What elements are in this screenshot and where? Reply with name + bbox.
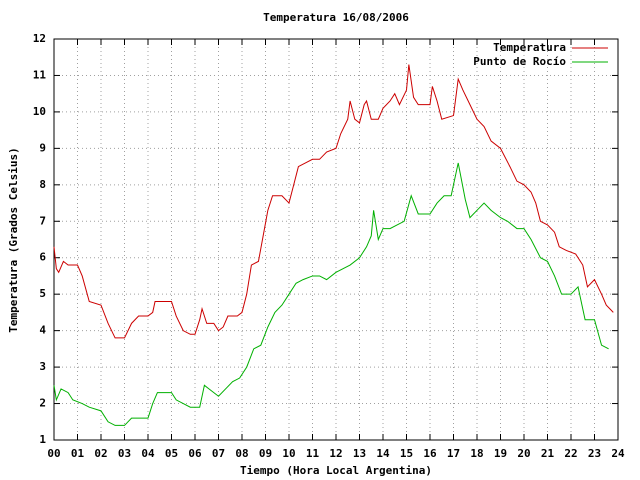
chart-title: Temperatura 16/08/2006 <box>263 11 409 24</box>
y-tick-label: 10 <box>33 105 46 118</box>
data-line <box>53 64 614 339</box>
x-tick-label: 03 <box>118 447 131 460</box>
x-tick-label: 09 <box>259 447 272 460</box>
y-tick-label: 5 <box>39 287 46 300</box>
x-tick-label: 24 <box>611 447 625 460</box>
x-tick-label: 21 <box>541 447 555 460</box>
y-tick-label: 6 <box>39 251 46 264</box>
y-tick-label: 11 <box>33 68 47 81</box>
plot-border <box>53 38 619 441</box>
x-tick-label: 05 <box>165 447 178 460</box>
x-tick-label: 06 <box>188 447 202 460</box>
x-tick-label: 02 <box>94 447 107 460</box>
legend-label: Punto de Rocío <box>473 55 566 68</box>
legend-label: Temperatura <box>493 41 566 54</box>
x-tick-label: 04 <box>141 447 155 460</box>
x-tick-label: 20 <box>517 447 530 460</box>
x-tick-label: 10 <box>282 447 295 460</box>
x-tick-label: 22 <box>564 447 577 460</box>
x-tick-label: 01 <box>71 447 85 460</box>
x-tick-label: 23 <box>588 447 601 460</box>
y-tick-label: 12 <box>33 32 46 45</box>
x-tick-label: 17 <box>447 447 460 460</box>
x-tick-label: 11 <box>306 447 320 460</box>
x-tick-label: 07 <box>212 447 225 460</box>
y-tick-label: 8 <box>39 178 46 191</box>
x-tick-label: 08 <box>235 447 248 460</box>
y-tick-label: 9 <box>39 141 46 154</box>
x-axis-label: Tiempo (Hora Local Argentina) <box>240 464 432 477</box>
y-axis-label: Temperatura (Grados Celsius) <box>7 147 20 332</box>
x-tick-label: 18 <box>470 447 483 460</box>
x-tick-label: 15 <box>400 447 413 460</box>
x-tick-label: 16 <box>423 447 437 460</box>
x-tick-label: 19 <box>494 447 507 460</box>
y-tick-label: 1 <box>39 433 46 446</box>
x-tick-label: 12 <box>329 447 342 460</box>
x-tick-label: 14 <box>376 447 390 460</box>
x-tick-label: 00 <box>47 447 60 460</box>
x-tick-label: 13 <box>353 447 366 460</box>
y-tick-label: 2 <box>39 397 46 410</box>
y-tick-label: 3 <box>39 360 46 373</box>
y-tick-label: 7 <box>39 214 46 227</box>
y-tick-label: 4 <box>39 324 46 337</box>
data-line <box>53 162 609 426</box>
